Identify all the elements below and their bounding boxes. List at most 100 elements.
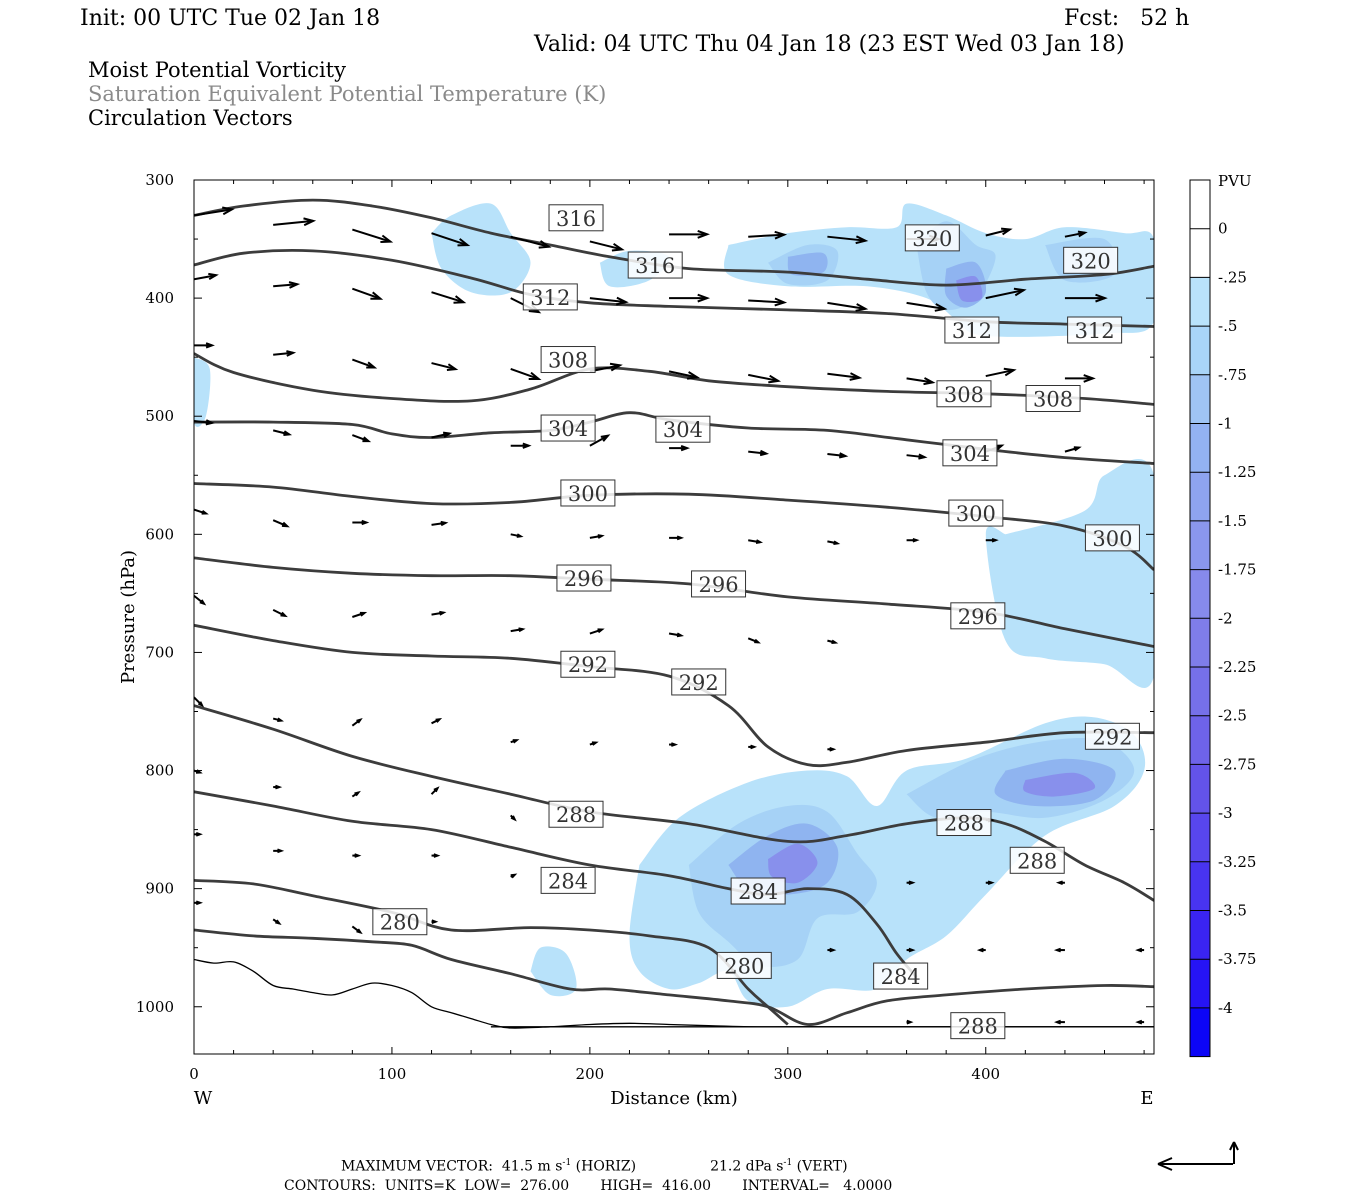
vector-head <box>433 786 440 793</box>
circulation-vector <box>431 431 453 439</box>
contour-label-text: 280 <box>724 954 764 978</box>
circulation-vector <box>273 217 317 227</box>
circulation-vector <box>748 539 764 544</box>
colorbar-label: -1.5 <box>1218 512 1247 530</box>
contour-label-box <box>1063 246 1119 274</box>
field-title-theta-es: Saturation Equivalent Potential Temperat… <box>88 82 607 106</box>
vector-head <box>1095 293 1108 303</box>
contour-label-box <box>950 1012 1006 1040</box>
vector-head <box>538 240 552 249</box>
circulation-vector <box>669 444 691 452</box>
contour-label-text: 312 <box>1075 319 1115 343</box>
circulation-vector <box>669 535 685 541</box>
contour-label-text: 320 <box>912 227 952 251</box>
contour-label-text: 284 <box>548 869 588 893</box>
contour-288 <box>194 704 1154 902</box>
vector-head <box>1073 446 1082 452</box>
vector-reference-icon <box>1157 1141 1239 1171</box>
terrain-layer <box>194 958 1154 1029</box>
vector-head <box>510 873 518 879</box>
contour-label: 288 <box>950 1012 1006 1040</box>
vector-head <box>855 303 869 312</box>
contour-label: 292 <box>1084 722 1140 750</box>
contour-280 <box>194 879 789 1026</box>
contour-label-box <box>1084 524 1140 552</box>
y-tick-label: 600 <box>145 525 174 543</box>
circulation-vector <box>510 739 520 744</box>
x-tick-label: 0 <box>189 1065 199 1083</box>
vector-shaft <box>273 219 314 226</box>
contour-label-text: 304 <box>950 442 990 466</box>
circulation-vector <box>906 453 928 460</box>
contour-300 <box>194 482 1154 571</box>
vector-head <box>354 853 362 858</box>
vector-head <box>1013 287 1027 297</box>
circulation-vector <box>272 609 288 618</box>
circulation-vector <box>351 434 372 443</box>
circulation-vector <box>906 880 916 886</box>
vector-shaft <box>273 351 294 356</box>
circulation-vector <box>431 610 447 616</box>
vector-head <box>1053 947 1062 953</box>
contour-label-box <box>548 800 604 828</box>
circulation-vector <box>748 449 770 457</box>
vector-head <box>283 430 293 436</box>
circulation-vector <box>589 534 605 539</box>
vector-head <box>510 815 517 822</box>
contour-label-text: 288 <box>958 1015 998 1039</box>
circulation-vector <box>906 377 936 386</box>
contour-label-box <box>372 908 428 936</box>
pv-shading-layer <box>194 203 1154 1008</box>
vector-head <box>528 371 542 380</box>
axis-layer: 0 100 200 300 400 300 400 500 600 700 800 900 1000 <box>136 171 1154 1083</box>
circulation-vector <box>748 297 788 307</box>
colorbar-label: -3.25 <box>1218 853 1256 871</box>
contour-label-text: 316 <box>635 254 675 278</box>
circulation-vector <box>906 1019 914 1025</box>
contour-label-text: 296 <box>698 573 738 597</box>
vector-shaft <box>985 289 1024 300</box>
circulation-vector <box>668 370 700 380</box>
vector-head <box>1054 1019 1062 1025</box>
vector-head <box>908 880 916 886</box>
contour-label-box <box>730 877 786 905</box>
circulation-vector <box>273 350 297 357</box>
pv-region <box>787 252 828 276</box>
init-label: Init: 00 UTC Tue 02 Jan 18 <box>80 6 381 31</box>
circulation-vector <box>827 639 839 644</box>
circulation-vector <box>273 848 285 854</box>
circulation-vector <box>1064 374 1096 383</box>
colorbar-swatch <box>1190 277 1210 327</box>
circulation-vector <box>431 362 459 371</box>
contour-label-box <box>691 570 747 598</box>
circulation-vector <box>431 717 443 725</box>
colorbar-swatch <box>1190 569 1210 619</box>
vector-head <box>199 599 207 606</box>
vector-head <box>440 520 449 527</box>
vector-head <box>370 291 384 300</box>
vector-head <box>518 627 526 633</box>
colorbar-swatch <box>1190 374 1210 424</box>
contour-label-box <box>548 204 604 232</box>
colorbar-label: -2.5 <box>1218 707 1247 725</box>
contour-label-text: 300 <box>1092 527 1132 551</box>
vector-head <box>277 848 285 854</box>
contour-label-box <box>540 414 596 442</box>
vector-head <box>435 717 443 723</box>
x-tick-label: 200 <box>576 1065 605 1083</box>
circulation-vector <box>906 947 916 953</box>
vector-head <box>1077 230 1088 238</box>
contour-label: 284 <box>873 962 929 990</box>
circulation-vector <box>589 628 605 635</box>
vector-head <box>680 444 691 452</box>
contour-label: 284 <box>730 877 786 905</box>
y-tick-label: 500 <box>145 407 174 425</box>
colorbar-label: 0 <box>1218 220 1228 238</box>
contour-276 <box>194 928 1154 1026</box>
circulation-vector <box>510 235 552 249</box>
vector-head <box>912 537 920 543</box>
vector-shaft <box>748 450 767 455</box>
max-vector-horiz-exp: -1 <box>562 1158 572 1168</box>
vector-head <box>831 639 839 644</box>
max-vector-vert-exp: -1 <box>783 1158 793 1168</box>
